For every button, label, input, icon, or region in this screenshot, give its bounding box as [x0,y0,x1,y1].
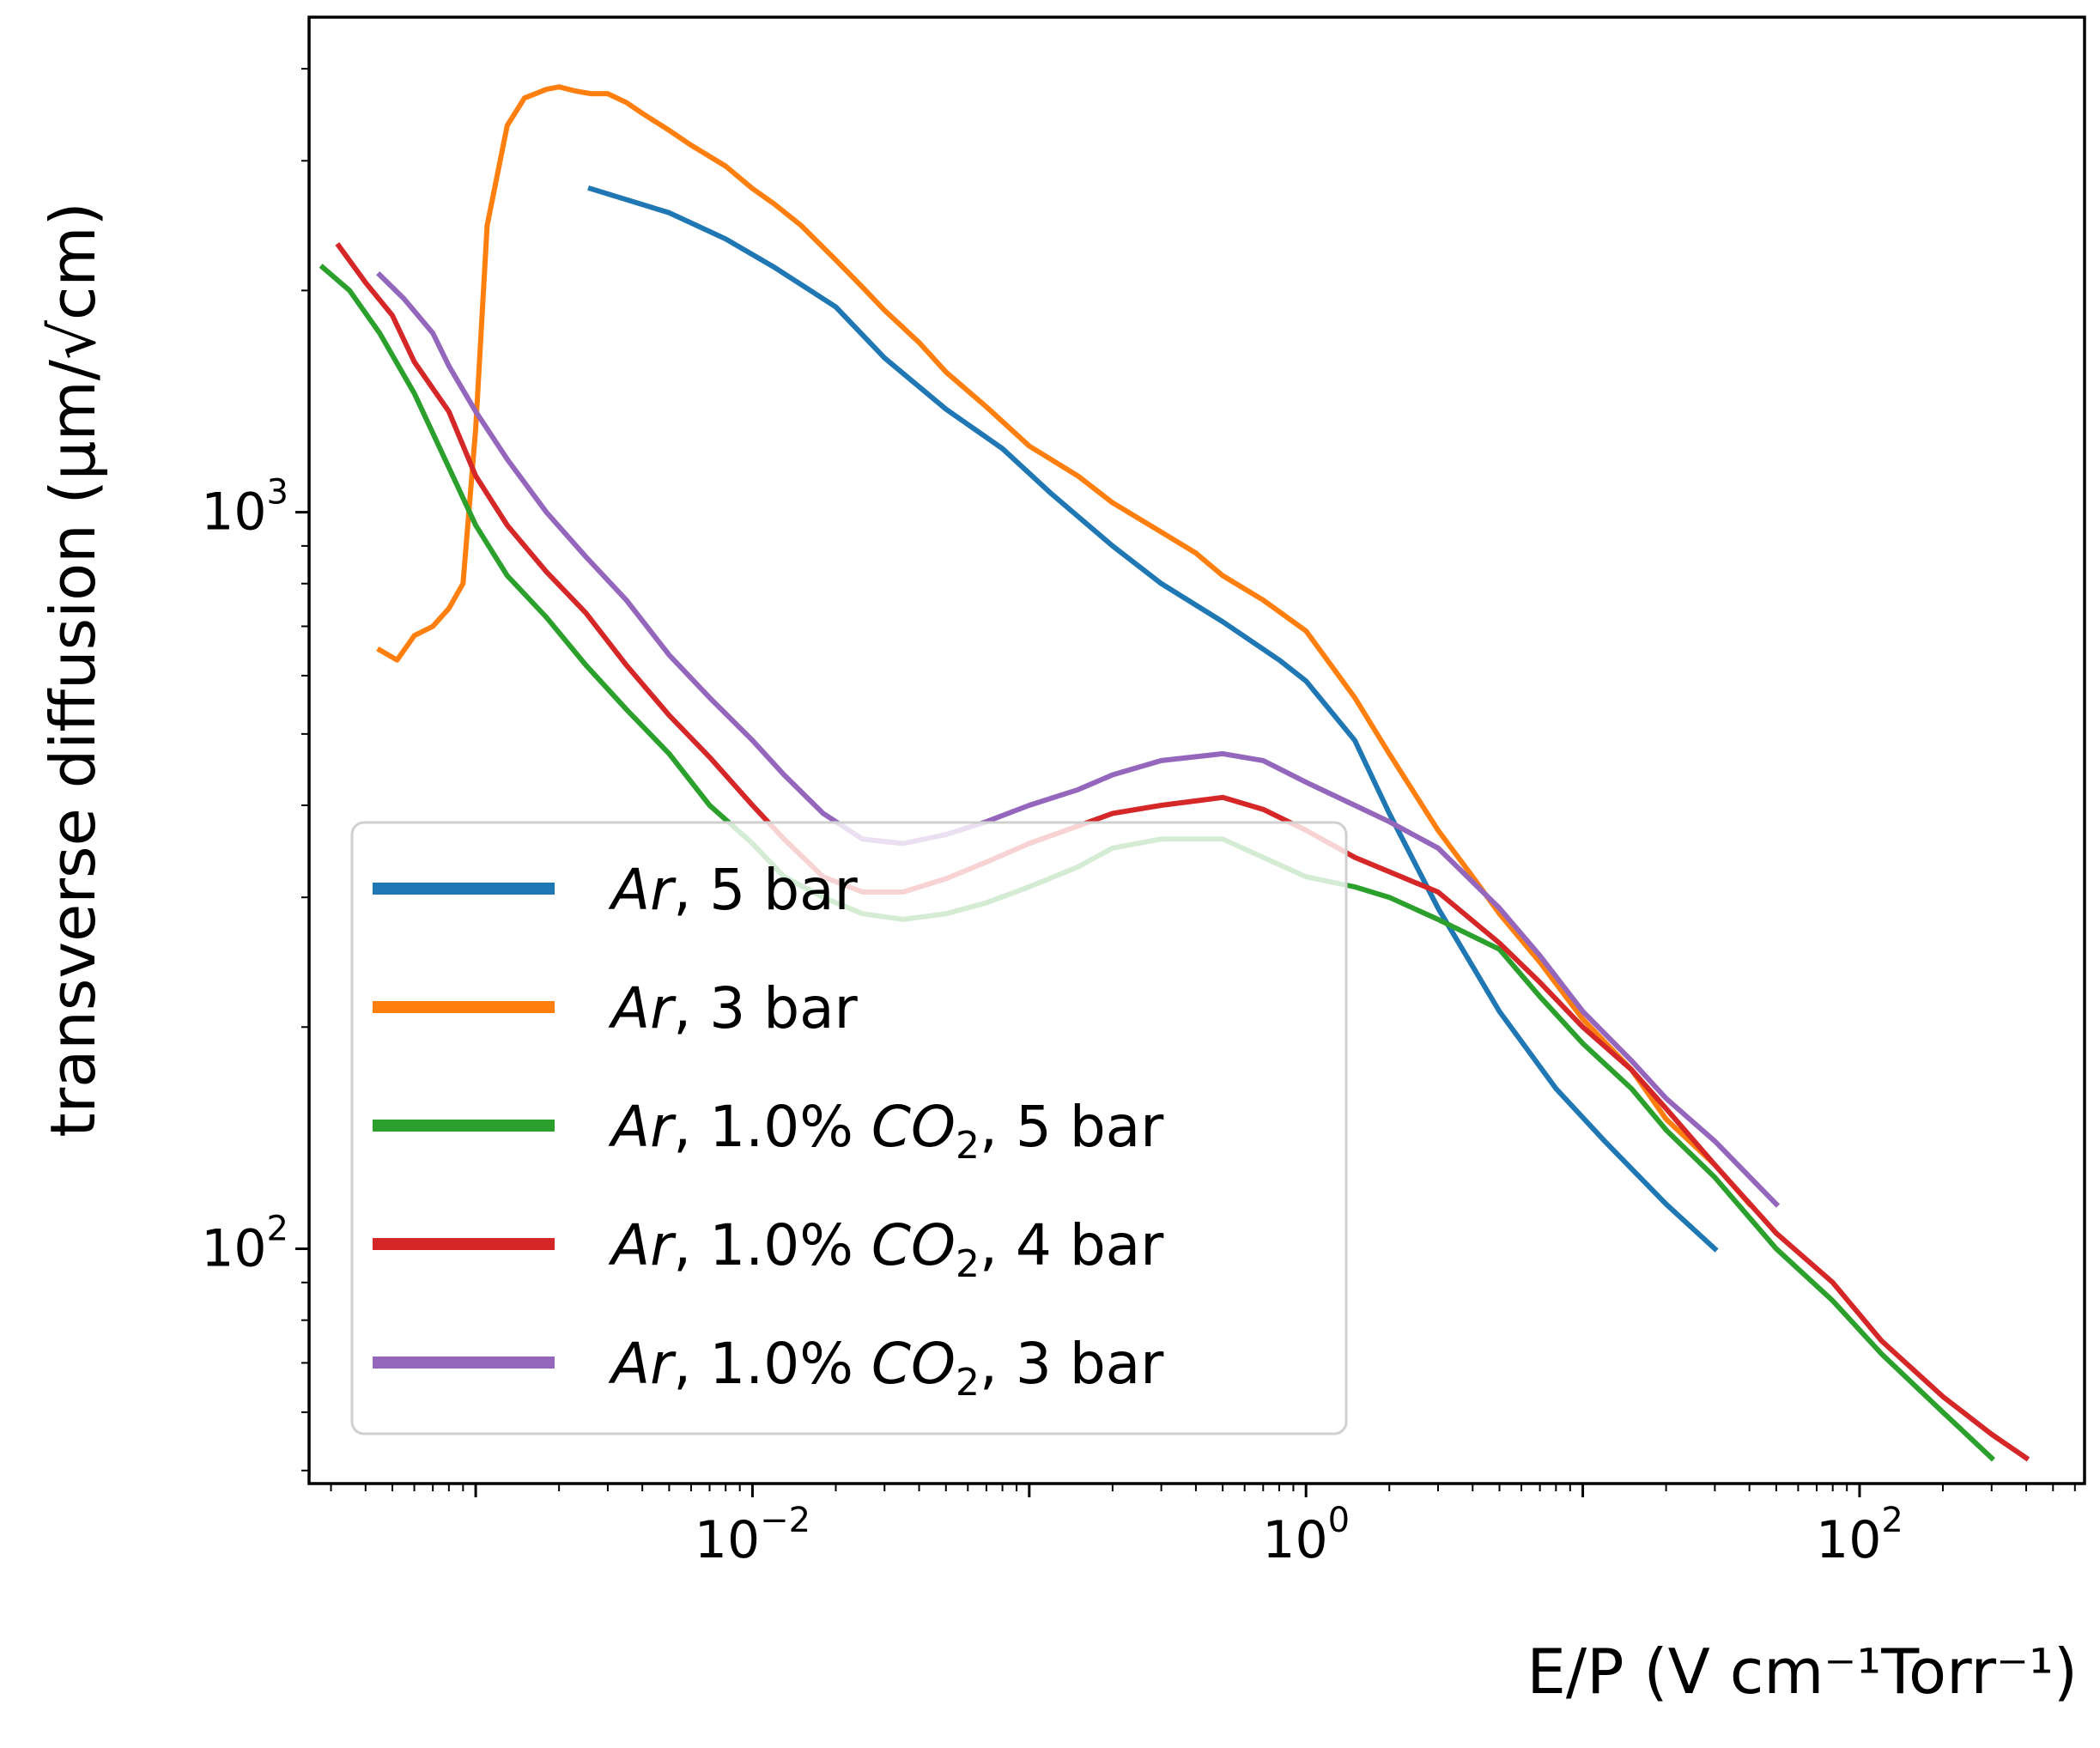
x-axis: 10−2 100 102 [330,1484,2076,1570]
x-tick-label: 10−2 [695,1501,810,1570]
legend-label: Ar, 5 bar [608,857,859,923]
x-axis-label: E/P (V cm⁻¹Torr⁻¹) [1526,1636,2078,1708]
y-tick-label: 102 [201,1210,288,1279]
legend-label: Ar, 3 bar [608,975,859,1041]
series-line-1 [587,185,1719,1253]
y-axis-label: transverse diffusion (μm/√cm) [37,202,109,1137]
legend-label: Ar, 1.0% CO2, 4 bar [608,1212,1164,1286]
legend-label: Ar, 1.0% CO2, 5 bar [608,1094,1164,1168]
legend-item: Ar, 1.0% CO2, 3 bar [373,1331,1164,1405]
x-tick-label: 102 [1816,1501,1903,1570]
legend-item: Ar, 1.0% CO2, 4 bar [373,1212,1164,1286]
legend-items: Ar, 5 bar Ar, 3 bar Ar, 1.0% CO2, 5 bar Ar,… [373,857,1164,1405]
legend-item: Ar, 5 bar [373,857,859,923]
y-tick-label: 103 [201,473,288,543]
x-tick-label: 100 [1262,1501,1350,1570]
legend-label: Ar, 1.0% CO2, 3 bar [608,1331,1164,1405]
plot-frame [307,15,2086,1485]
legend: Ar, 5 bar Ar, 3 bar Ar, 1.0% CO2, 5 bar Ar,… [350,821,1348,1435]
y-axis: 102 103 [201,68,309,1472]
legend-item: Ar, 1.0% CO2, 5 bar [373,1094,1164,1168]
legend-box [350,821,1348,1435]
legend-item: Ar, 3 bar [373,975,859,1041]
series-line-2 [376,84,1753,1208]
